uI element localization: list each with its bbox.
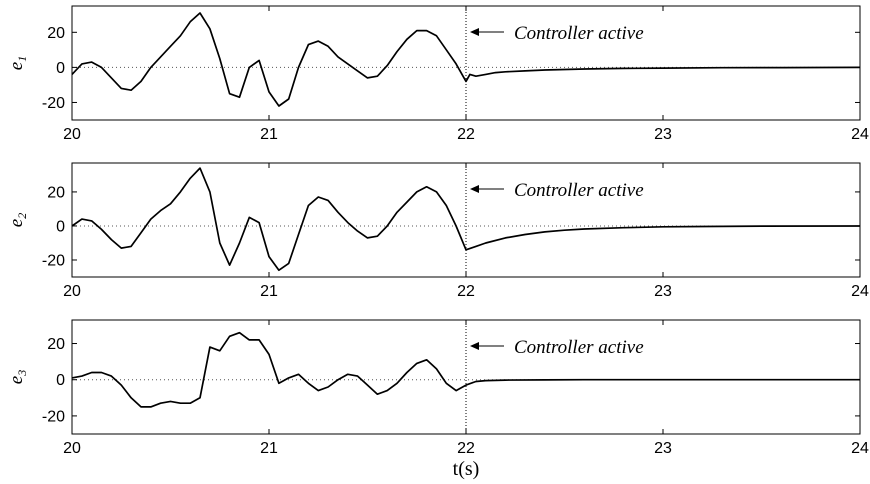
x-tick-label: 21 — [260, 440, 278, 457]
x-tick-label: 21 — [260, 283, 278, 300]
x-tick-label: 22 — [457, 440, 475, 457]
x-tick-label: 24 — [851, 440, 869, 457]
annotation-text: Controller active — [514, 180, 644, 201]
x-tick-label: 20 — [63, 126, 81, 143]
panel-e2: 20 21 22 23 24 20 0 -20 e2 Controller active — [6, 162, 869, 300]
y-axis-label: e1 — [6, 56, 29, 70]
y-tick-label: -20 — [42, 252, 65, 269]
y-axis-label-subscript: 1 — [15, 56, 29, 62]
series-line-e2 — [71, 167, 861, 272]
annotation-arrowhead — [470, 342, 479, 350]
x-tick-label: 22 — [457, 283, 475, 300]
annotation-arrowhead — [470, 28, 479, 36]
y-axis-label: e3 — [6, 370, 29, 384]
series-line-e3 — [71, 331, 860, 408]
y-axis-label-subscript: 3 — [15, 370, 29, 377]
panel-e3: 20 21 22 23 24 20 0 -20 e3 Controller active — [6, 319, 869, 457]
y-tick-label: 20 — [47, 336, 65, 353]
y-tick-label: 0 — [56, 372, 65, 389]
y-tick-label: 0 — [56, 218, 65, 235]
panel-e1: 20 21 22 23 24 20 0 -20 e1 Controller active — [6, 5, 869, 143]
x-tick-label: 24 — [851, 283, 869, 300]
y-axis-label: e2 — [6, 213, 29, 227]
y-tick-label: 20 — [47, 184, 65, 201]
x-tick-label: 23 — [654, 440, 672, 457]
x-tick-label: 22 — [457, 126, 475, 143]
y-axis-label-subscript: 2 — [15, 213, 29, 219]
x-tick-label: 21 — [260, 126, 278, 143]
annotation-arrowhead — [470, 185, 479, 193]
x-tick-label: 24 — [851, 126, 869, 143]
series-line-e1 — [71, 12, 861, 107]
x-tick-label: 23 — [654, 283, 672, 300]
annotation-text: Controller active — [514, 337, 644, 358]
x-tick-label: 23 — [654, 126, 672, 143]
y-tick-label: 0 — [56, 60, 65, 77]
y-tick-label: -20 — [42, 408, 65, 425]
x-tick-label: 20 — [63, 440, 81, 457]
annotation-text: Controller active — [514, 23, 644, 44]
x-tick-label: 20 — [63, 283, 81, 300]
y-tick-label: 20 — [47, 25, 65, 42]
x-axis-label: t(s) — [453, 458, 480, 480]
y-tick-label: -20 — [42, 95, 65, 112]
